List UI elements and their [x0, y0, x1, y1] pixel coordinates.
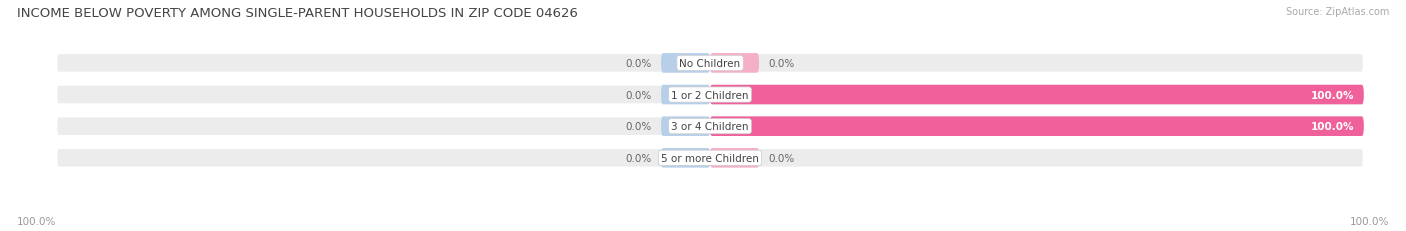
Text: 0.0%: 0.0%	[624, 153, 651, 163]
FancyBboxPatch shape	[56, 148, 1364, 168]
FancyBboxPatch shape	[661, 85, 710, 105]
Text: 0.0%: 0.0%	[769, 153, 796, 163]
Text: 5 or more Children: 5 or more Children	[661, 153, 759, 163]
Text: 100.0%: 100.0%	[1310, 122, 1354, 132]
Text: 0.0%: 0.0%	[769, 59, 796, 69]
Text: No Children: No Children	[679, 59, 741, 69]
Legend: Single Father, Single Mother: Single Father, Single Mother	[603, 228, 817, 231]
FancyBboxPatch shape	[710, 85, 1364, 105]
Text: 3 or 4 Children: 3 or 4 Children	[671, 122, 749, 132]
FancyBboxPatch shape	[56, 85, 1364, 105]
Text: Source: ZipAtlas.com: Source: ZipAtlas.com	[1285, 7, 1389, 17]
FancyBboxPatch shape	[56, 54, 1364, 73]
FancyBboxPatch shape	[710, 54, 759, 73]
Text: 100.0%: 100.0%	[1310, 90, 1354, 100]
Text: 100.0%: 100.0%	[17, 216, 56, 226]
Text: 0.0%: 0.0%	[624, 122, 651, 132]
FancyBboxPatch shape	[661, 148, 710, 168]
FancyBboxPatch shape	[661, 54, 710, 73]
FancyBboxPatch shape	[661, 117, 710, 136]
Text: 1 or 2 Children: 1 or 2 Children	[671, 90, 749, 100]
Text: 0.0%: 0.0%	[624, 59, 651, 69]
FancyBboxPatch shape	[56, 117, 1364, 136]
FancyBboxPatch shape	[710, 148, 759, 168]
Text: 100.0%: 100.0%	[1350, 216, 1389, 226]
Text: INCOME BELOW POVERTY AMONG SINGLE-PARENT HOUSEHOLDS IN ZIP CODE 04626: INCOME BELOW POVERTY AMONG SINGLE-PARENT…	[17, 7, 578, 20]
Text: 0.0%: 0.0%	[624, 90, 651, 100]
FancyBboxPatch shape	[710, 117, 1364, 136]
